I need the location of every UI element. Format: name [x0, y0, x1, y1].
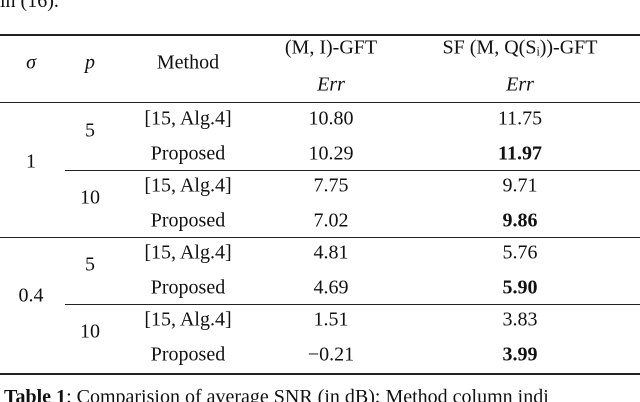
p-cell: 5: [85, 119, 95, 142]
header-p: p: [85, 51, 95, 74]
value-cell: 10.29: [308, 142, 354, 164]
header-sigma: σ: [26, 51, 36, 74]
method-cell: [15, Alg.4]: [144, 308, 232, 331]
value-cell: 11.75: [497, 107, 543, 130]
value-cell: 1.51: [313, 308, 349, 331]
p-cell: 5: [85, 253, 95, 276]
bottom-rule: [0, 373, 640, 375]
value-cell: 7.02: [313, 209, 349, 231]
value-cell: 9.71: [502, 174, 538, 197]
value-cell: 5.76: [502, 241, 538, 264]
value-cell: 3.99: [502, 343, 538, 365]
value-cell: −0.21: [307, 343, 355, 365]
method-cell: Proposed: [150, 343, 226, 365]
method-cell: Proposed: [150, 142, 226, 164]
method-cell: Proposed: [150, 276, 226, 298]
header-metric1: Err: [317, 73, 345, 96]
sigma-cell: 1: [26, 150, 36, 173]
value-cell: 4.69: [313, 276, 349, 298]
value-cell: 7.75: [313, 174, 349, 197]
subgroup-rule: [65, 170, 640, 171]
header-metric2: Err: [506, 73, 534, 96]
method-cell: [15, Alg.4]: [144, 241, 232, 264]
header-col2: SF (M, Q(Sᵢ))-GFT: [442, 36, 598, 59]
header-method: Method: [156, 51, 220, 74]
method-cell: Proposed: [150, 209, 226, 231]
caption-text: : Comparision of average SNR (in dB); Me…: [66, 386, 549, 402]
intro-text: in (16).: [0, 0, 59, 12]
header-rule: [0, 102, 640, 103]
value-cell: 11.97: [498, 142, 542, 164]
sigma-cell: 0.4: [18, 284, 44, 307]
value-cell: 3.83: [502, 308, 538, 331]
top-rule: [0, 34, 640, 36]
p-cell: 10: [80, 186, 100, 209]
method-cell: [15, Alg.4]: [144, 107, 232, 130]
caption-label: Table 1: [4, 386, 67, 402]
group-rule: [0, 237, 640, 238]
caption: Table 1: Comparision of average SNR (in …: [4, 386, 549, 402]
value-cell: 10.80: [308, 107, 354, 130]
value-cell: 4.81: [313, 241, 349, 264]
method-cell: [15, Alg.4]: [144, 174, 232, 197]
value-cell: 5.90: [502, 276, 538, 298]
value-cell: 9.86: [502, 209, 538, 231]
subgroup-rule: [65, 304, 640, 305]
p-cell: 10: [80, 320, 100, 343]
header-col1: (M, I)-GFT: [284, 36, 378, 59]
